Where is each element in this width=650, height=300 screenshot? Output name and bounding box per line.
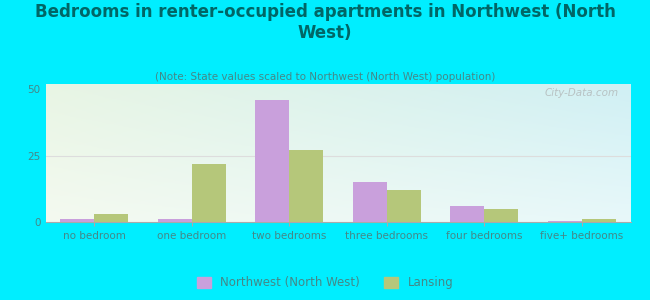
Bar bbox=[547, 221, 582, 222]
Bar bbox=[60, 219, 94, 222]
Bar bbox=[582, 219, 616, 222]
Text: Bedrooms in renter-occupied apartments in Northwest (North
West): Bedrooms in renter-occupied apartments i… bbox=[34, 3, 616, 42]
Bar bbox=[255, 100, 289, 222]
Bar bbox=[157, 219, 192, 222]
Bar bbox=[450, 206, 484, 222]
Bar bbox=[387, 190, 421, 222]
Bar bbox=[484, 209, 519, 222]
Legend: Northwest (North West), Lansing: Northwest (North West), Lansing bbox=[192, 272, 458, 294]
Bar bbox=[94, 214, 129, 222]
Text: City-Data.com: City-Data.com bbox=[545, 88, 619, 98]
Bar bbox=[353, 182, 387, 222]
Bar bbox=[192, 164, 226, 222]
Bar bbox=[289, 150, 324, 222]
Text: (Note: State values scaled to Northwest (North West) population): (Note: State values scaled to Northwest … bbox=[155, 72, 495, 82]
